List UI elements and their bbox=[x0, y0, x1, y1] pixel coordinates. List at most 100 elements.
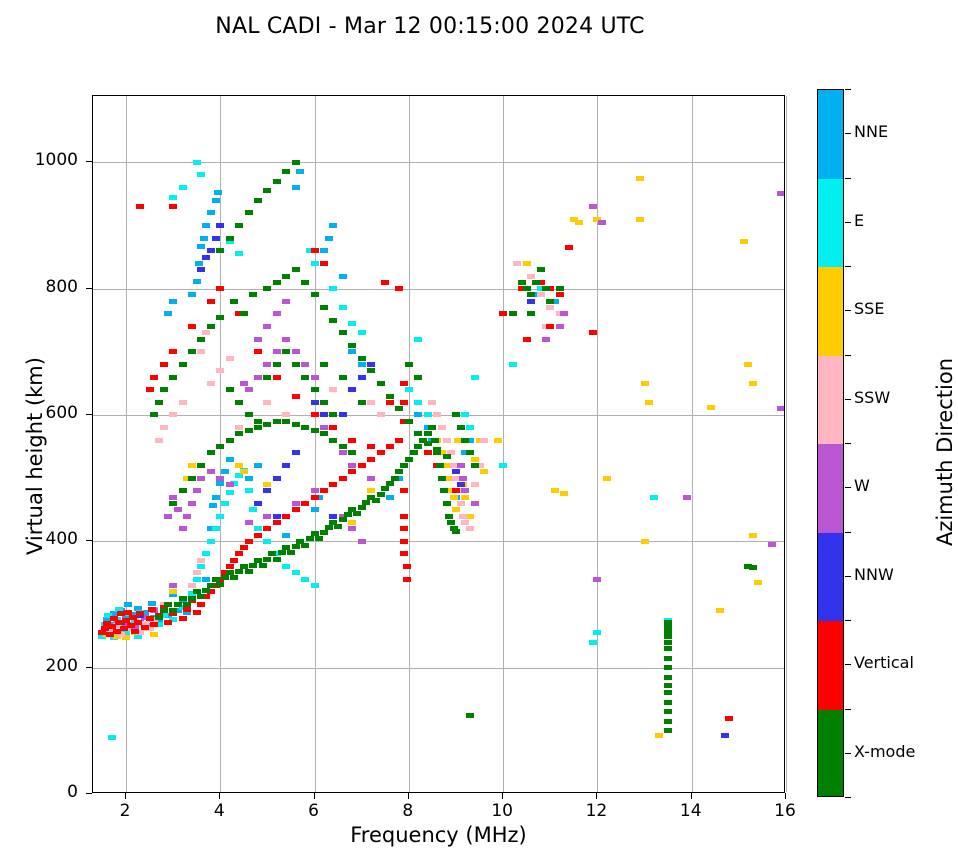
scatter-point bbox=[225, 238, 234, 244]
colorbar[interactable] bbox=[817, 89, 844, 797]
scatter-point bbox=[282, 273, 291, 279]
scatter-point bbox=[133, 619, 142, 625]
scatter-point bbox=[683, 494, 691, 500]
scatter-point bbox=[574, 219, 583, 225]
scatter-point bbox=[282, 349, 291, 355]
scatter-point bbox=[664, 728, 673, 734]
scatter-point bbox=[197, 244, 206, 250]
scatter-point bbox=[357, 355, 366, 361]
scatter-point bbox=[112, 623, 121, 629]
scatter-point bbox=[371, 498, 380, 504]
scatter-point bbox=[150, 614, 159, 620]
scatter-point bbox=[320, 305, 328, 311]
scatter-point bbox=[225, 564, 234, 570]
scatter-point bbox=[272, 551, 281, 557]
colorbar-segment-nnw[interactable] bbox=[818, 532, 843, 621]
scatter-point bbox=[145, 623, 154, 629]
scatter-point bbox=[428, 425, 437, 431]
colorbar-boundary-tick bbox=[845, 266, 851, 267]
scatter-point bbox=[428, 399, 437, 405]
scatter-point bbox=[447, 519, 456, 525]
scatter-point bbox=[206, 583, 215, 589]
colorbar-segment-x-mode[interactable] bbox=[818, 709, 843, 796]
scatter-point bbox=[329, 317, 338, 323]
y-tick bbox=[86, 161, 92, 163]
scatter-point bbox=[263, 538, 272, 544]
scatter-point bbox=[221, 500, 229, 506]
scatter-point bbox=[254, 374, 262, 380]
x-axis-title: Frequency (MHz) bbox=[350, 823, 527, 847]
scatter-point bbox=[178, 595, 187, 601]
scatter-point bbox=[145, 387, 154, 393]
scatter-point bbox=[310, 399, 319, 405]
scatter-point bbox=[211, 526, 220, 532]
scatter-point bbox=[305, 536, 314, 542]
colorbar-segment-sse[interactable] bbox=[818, 267, 843, 356]
x-tick bbox=[690, 793, 692, 799]
colorbar-label-nne: NNE bbox=[854, 122, 889, 142]
scatter-point bbox=[716, 608, 724, 614]
scatter-point bbox=[386, 399, 394, 405]
scatter-point bbox=[206, 538, 215, 544]
x-tick-label: 8 bbox=[402, 801, 414, 821]
colorbar-label-nnw: NNW bbox=[854, 564, 894, 584]
scatter-point bbox=[414, 374, 423, 380]
scatter-point bbox=[114, 607, 123, 613]
scatter-point bbox=[225, 387, 234, 393]
scatter-point bbox=[320, 361, 328, 367]
scatter-point bbox=[159, 604, 168, 610]
scatter-point bbox=[551, 298, 559, 304]
scatter-point bbox=[329, 412, 338, 418]
scatter-point bbox=[225, 570, 234, 576]
scatter-point bbox=[593, 576, 602, 582]
scatter-point bbox=[749, 565, 757, 571]
scatter-point bbox=[334, 523, 343, 529]
scatter-point bbox=[282, 412, 291, 418]
scatter-point bbox=[414, 444, 423, 450]
scatter-point bbox=[423, 450, 432, 456]
scatter-point bbox=[367, 456, 376, 462]
scatter-point bbox=[173, 608, 182, 614]
scatter-point bbox=[357, 504, 366, 510]
scatter-point bbox=[301, 542, 310, 548]
scatter-point bbox=[449, 494, 458, 500]
scatter-point bbox=[296, 538, 305, 544]
scatter-point bbox=[272, 178, 281, 184]
scatter-point bbox=[254, 197, 262, 203]
colorbar-segment-ssw[interactable] bbox=[818, 355, 843, 444]
scatter-point bbox=[263, 361, 272, 367]
scatter-point bbox=[466, 513, 475, 519]
scatter-point bbox=[197, 463, 206, 469]
scatter-point bbox=[664, 665, 673, 671]
colorbar-segment-nne[interactable] bbox=[818, 90, 843, 179]
scatter-point bbox=[188, 583, 196, 589]
colorbar-segment-w[interactable] bbox=[818, 444, 843, 533]
scatter-point bbox=[381, 485, 390, 491]
scatter-point bbox=[449, 526, 458, 532]
scatter-point bbox=[310, 374, 319, 380]
scatter-point bbox=[461, 519, 470, 525]
scatter-point bbox=[343, 512, 352, 518]
scatter-point bbox=[244, 475, 253, 481]
colorbar-segment-e[interactable] bbox=[818, 178, 843, 267]
chart-title: NAL CADI - Mar 12 00:15:00 2024 UTC bbox=[215, 14, 645, 39]
scatter-point bbox=[338, 412, 347, 418]
scatter-point bbox=[291, 543, 300, 549]
scatter-point bbox=[263, 513, 272, 519]
scatter-point bbox=[129, 612, 138, 618]
scatter-point bbox=[593, 630, 602, 636]
scatter-point bbox=[169, 494, 178, 500]
scatter-point bbox=[169, 194, 178, 200]
scatter-point bbox=[541, 324, 550, 330]
scatter-point bbox=[216, 475, 225, 481]
colorbar-tick bbox=[845, 575, 851, 577]
scatter-point bbox=[199, 235, 208, 241]
scatter-point bbox=[329, 425, 338, 431]
scatter-point bbox=[635, 175, 644, 181]
scatter-point bbox=[470, 481, 479, 487]
scatter-point bbox=[107, 734, 116, 740]
scatter-point bbox=[395, 437, 404, 443]
scatter-point bbox=[310, 248, 319, 254]
colorbar-segment-vertical[interactable] bbox=[818, 621, 843, 710]
scatter-point bbox=[197, 267, 206, 273]
